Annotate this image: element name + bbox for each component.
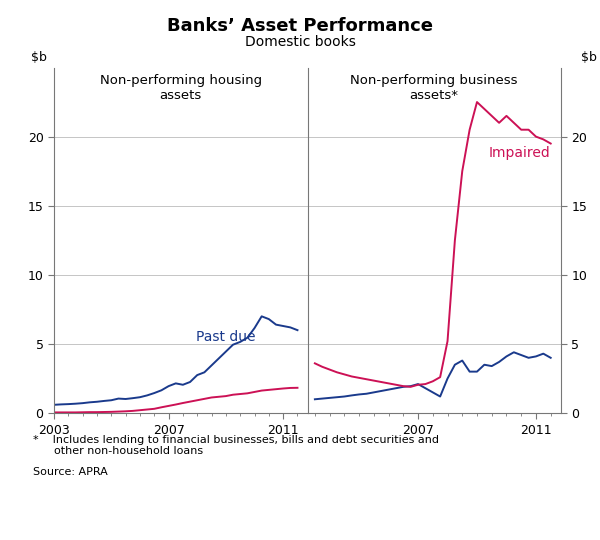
- Text: *    Includes lending to financial businesses, bills and debt securities and
   : * Includes lending to financial business…: [33, 435, 439, 456]
- Text: Non-performing business
assets*: Non-performing business assets*: [350, 75, 518, 103]
- Text: $b: $b: [581, 51, 597, 64]
- Text: Non-performing housing
assets: Non-performing housing assets: [100, 75, 262, 103]
- Text: Past due: Past due: [196, 330, 256, 344]
- Text: Domestic books: Domestic books: [245, 35, 355, 49]
- Text: Impaired: Impaired: [489, 146, 551, 160]
- Text: Banks’ Asset Performance: Banks’ Asset Performance: [167, 17, 433, 35]
- Text: Source: APRA: Source: APRA: [33, 467, 108, 477]
- Text: $b: $b: [31, 51, 47, 64]
